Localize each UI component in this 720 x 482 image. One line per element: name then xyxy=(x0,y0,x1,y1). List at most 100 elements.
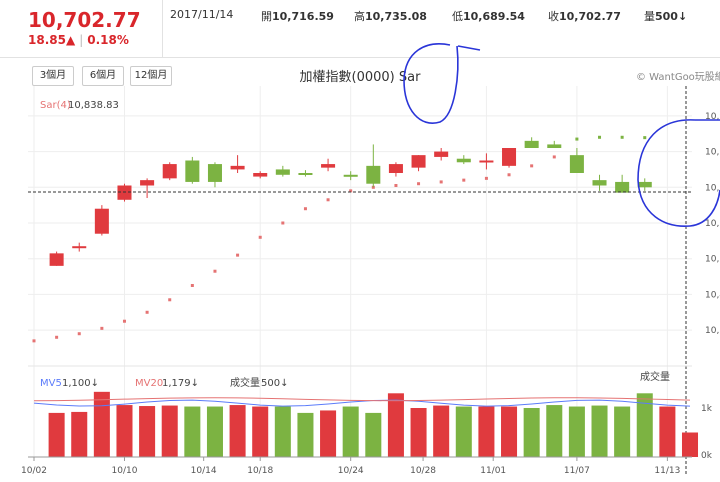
volume-bar xyxy=(614,406,631,457)
candle-body xyxy=(230,165,245,170)
change-percent: 0.18% xyxy=(87,33,129,47)
range-12m-button[interactable]: 12個月 xyxy=(130,66,172,86)
sar-point xyxy=(100,326,104,330)
range-3m-button[interactable]: 3個月 xyxy=(32,66,74,86)
sar-point xyxy=(484,176,488,180)
sar-point xyxy=(417,182,421,186)
candle-body xyxy=(49,253,64,266)
volume-bar xyxy=(501,406,518,457)
y-tick-label: 10,4 xyxy=(705,290,720,300)
chart-area[interactable]: Sar(4) 10,838.83 10,910,810,710,610,510,… xyxy=(0,86,720,482)
candle-body xyxy=(94,208,109,234)
candle-body xyxy=(637,181,652,188)
volume-bar xyxy=(546,405,563,457)
candle-body xyxy=(547,144,562,148)
mv20-value: 1,179↓ xyxy=(162,378,199,389)
x-tick-label: 10/10 xyxy=(112,466,138,476)
candle-body xyxy=(72,246,87,249)
sar-point xyxy=(77,332,81,336)
header-rule xyxy=(0,57,720,58)
candle-body xyxy=(502,148,517,166)
candle-body xyxy=(615,181,630,193)
x-tick-label: 10/02 xyxy=(21,466,47,476)
y-tick-label: 10,7 xyxy=(705,183,720,193)
x-axis: 10/02 10/10 10/14 10/18 10/24 10/28 11/01 11/07… xyxy=(21,457,680,476)
mv5-value: 1,100↓ xyxy=(62,378,99,389)
candle-body xyxy=(456,158,471,163)
candle-body xyxy=(253,173,268,177)
sar-point xyxy=(122,319,126,323)
candle-body xyxy=(569,155,584,173)
volume-bar xyxy=(478,406,495,457)
sar-point xyxy=(349,189,353,193)
high-label: 高 xyxy=(354,10,365,23)
y-tick-label: 10,9 xyxy=(705,112,720,122)
sar-point xyxy=(439,180,443,184)
quote-header: 10,702.77 18.85▲ | 0.18% 2017/11/14 開10,71… xyxy=(0,0,720,58)
sar-point xyxy=(575,137,579,141)
sar-point xyxy=(394,184,398,187)
sar-point xyxy=(281,221,285,225)
candle-body xyxy=(275,169,290,175)
x-tick-label: 10/18 xyxy=(247,466,273,476)
y-tick-label: 10,6 xyxy=(705,219,720,229)
sar-point xyxy=(552,155,556,159)
low-label: 低 xyxy=(452,10,463,23)
volume-bar xyxy=(229,405,246,457)
volume-value: 500↓ xyxy=(655,10,688,23)
candle-body xyxy=(117,185,132,200)
candle-body xyxy=(366,165,381,184)
volume-bar xyxy=(93,391,110,457)
volume-bar xyxy=(71,411,88,457)
mv5-line xyxy=(33,399,691,407)
y-tick-label: 10,8 xyxy=(705,148,720,158)
mv20-line xyxy=(33,397,691,402)
candle-body xyxy=(434,151,449,157)
volume-field: 量500↓ xyxy=(644,8,687,24)
sar-legend-label: Sar(4) xyxy=(40,100,71,111)
volume-bar xyxy=(636,393,653,457)
sar-point xyxy=(530,164,534,168)
volume-bar xyxy=(410,408,427,457)
close-field: 收10,702.77 xyxy=(548,8,621,24)
open-value: 10,716.59 xyxy=(272,10,334,23)
high-field: 高10,735.08 xyxy=(354,8,427,24)
volume-label: 量 xyxy=(644,10,655,23)
low-field: 低10,689.54 xyxy=(452,8,525,24)
candle-body xyxy=(592,180,607,186)
candle-body xyxy=(321,164,336,168)
x-tick-label: 10/28 xyxy=(410,466,436,476)
volume-bar xyxy=(387,393,404,457)
volume-legend-value: 500↓ xyxy=(261,378,288,389)
price-box: 10,702.77 18.85▲ | 0.18% xyxy=(28,8,156,52)
copyright: © WantGoo玩股網 xyxy=(636,72,720,83)
volume-bar xyxy=(591,405,608,457)
range-6m-button[interactable]: 6個月 xyxy=(82,66,124,86)
volume-bar xyxy=(274,406,291,457)
candle-body xyxy=(524,140,539,148)
candle-body xyxy=(162,164,177,179)
grid xyxy=(28,86,692,457)
candle-body xyxy=(411,155,426,168)
volume-bar xyxy=(681,432,699,457)
volume-bar xyxy=(184,406,201,457)
candle-body xyxy=(343,174,358,177)
volume-tick-0k: 0k xyxy=(701,451,713,461)
sar-point xyxy=(598,135,602,139)
x-tick-label: 11/01 xyxy=(480,466,506,476)
volume-bar xyxy=(116,405,133,457)
volume-bar xyxy=(342,406,359,457)
y-tick-label: 10,5 xyxy=(705,255,720,265)
volume-bar xyxy=(568,406,585,457)
sar-point xyxy=(258,235,262,239)
x-tick-label: 11/13 xyxy=(654,466,680,476)
candle-body xyxy=(479,160,494,163)
sar-point xyxy=(236,253,240,257)
x-tick-label: 10/24 xyxy=(338,466,364,476)
volume-legend-label: 成交量 xyxy=(230,376,260,389)
change-value: 18.85▲ xyxy=(28,33,76,47)
sar-point xyxy=(643,136,647,140)
mv20-label: MV20 xyxy=(135,378,163,389)
volume-bar xyxy=(433,405,450,457)
volume-bar xyxy=(523,408,540,457)
